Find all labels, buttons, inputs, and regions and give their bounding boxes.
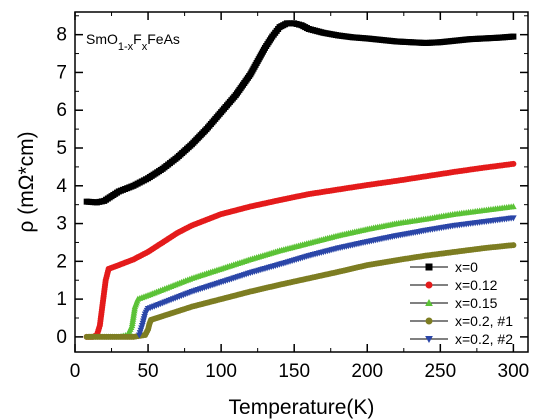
compound-label-part: 1-x [118,41,134,53]
x-tick-label: 150 [278,361,310,382]
legend-marker [425,336,433,344]
legend-item: x=0.15 [410,295,498,311]
legend-label: x=0.15 [455,295,498,311]
legend-label: x=0 [455,259,478,275]
x-tick-label: 300 [498,361,530,382]
compound-label: SmO1-xFxFeAs [86,31,180,53]
y-tick-label: 2 [56,251,67,272]
plot-frame [74,11,529,353]
series-1 [83,160,517,340]
compound-label-part: SmO [86,31,118,47]
y-tick-label: 6 [56,100,67,121]
compound-label-part: F [133,31,142,47]
x-tick-label: 200 [351,361,383,382]
legend-item: x=0 [410,259,478,275]
x-axis-title: Temperature(K) [229,396,375,419]
y-axis-title: ρ (mΩ*cm) [15,131,38,232]
y-tick-label: 1 [56,289,67,310]
legend-marker [425,281,433,289]
legend-label: x=0.2, #2 [455,331,513,347]
compound-label-part: x [142,41,148,53]
legend: x=0 x=0.12 x=0.15 x=0.2, #1 x=0.2, #2 [410,259,513,347]
legend-marker [425,298,433,306]
x-tick-label: 50 [137,361,158,382]
legend-item: x=0.2, #1 [410,313,513,329]
axis-ticks: 0 50 100 150 200 250 300 0 1 2 3 4 5 6 7 8 [56,12,529,382]
x-tick-label: 250 [424,361,456,382]
legend-marker [425,317,433,325]
series-layer [83,20,517,340]
legend-label: x=0.2, #1 [455,313,513,329]
legend-marker [425,263,433,271]
compound-label-part: FeAs [147,31,180,47]
data-point [510,215,517,222]
x-tick-label: 100 [205,361,237,382]
legend-item: x=0.2, #2 [410,331,513,347]
series-0 [83,20,517,206]
data-point [510,203,517,210]
y-tick-label: 5 [56,138,67,159]
y-tick-label: 4 [56,176,67,197]
data-point [510,242,517,249]
y-tick-label: 3 [56,214,67,235]
legend-label: x=0.12 [455,277,498,293]
y-tick-label: 7 [56,62,67,83]
series-4 [135,215,517,339]
data-point [510,33,517,40]
x-tick-label: 0 [70,361,81,382]
y-tick-label: 0 [56,327,67,348]
legend-item: x=0.12 [410,277,498,293]
y-tick-label: 8 [56,25,67,46]
data-point [510,160,517,167]
